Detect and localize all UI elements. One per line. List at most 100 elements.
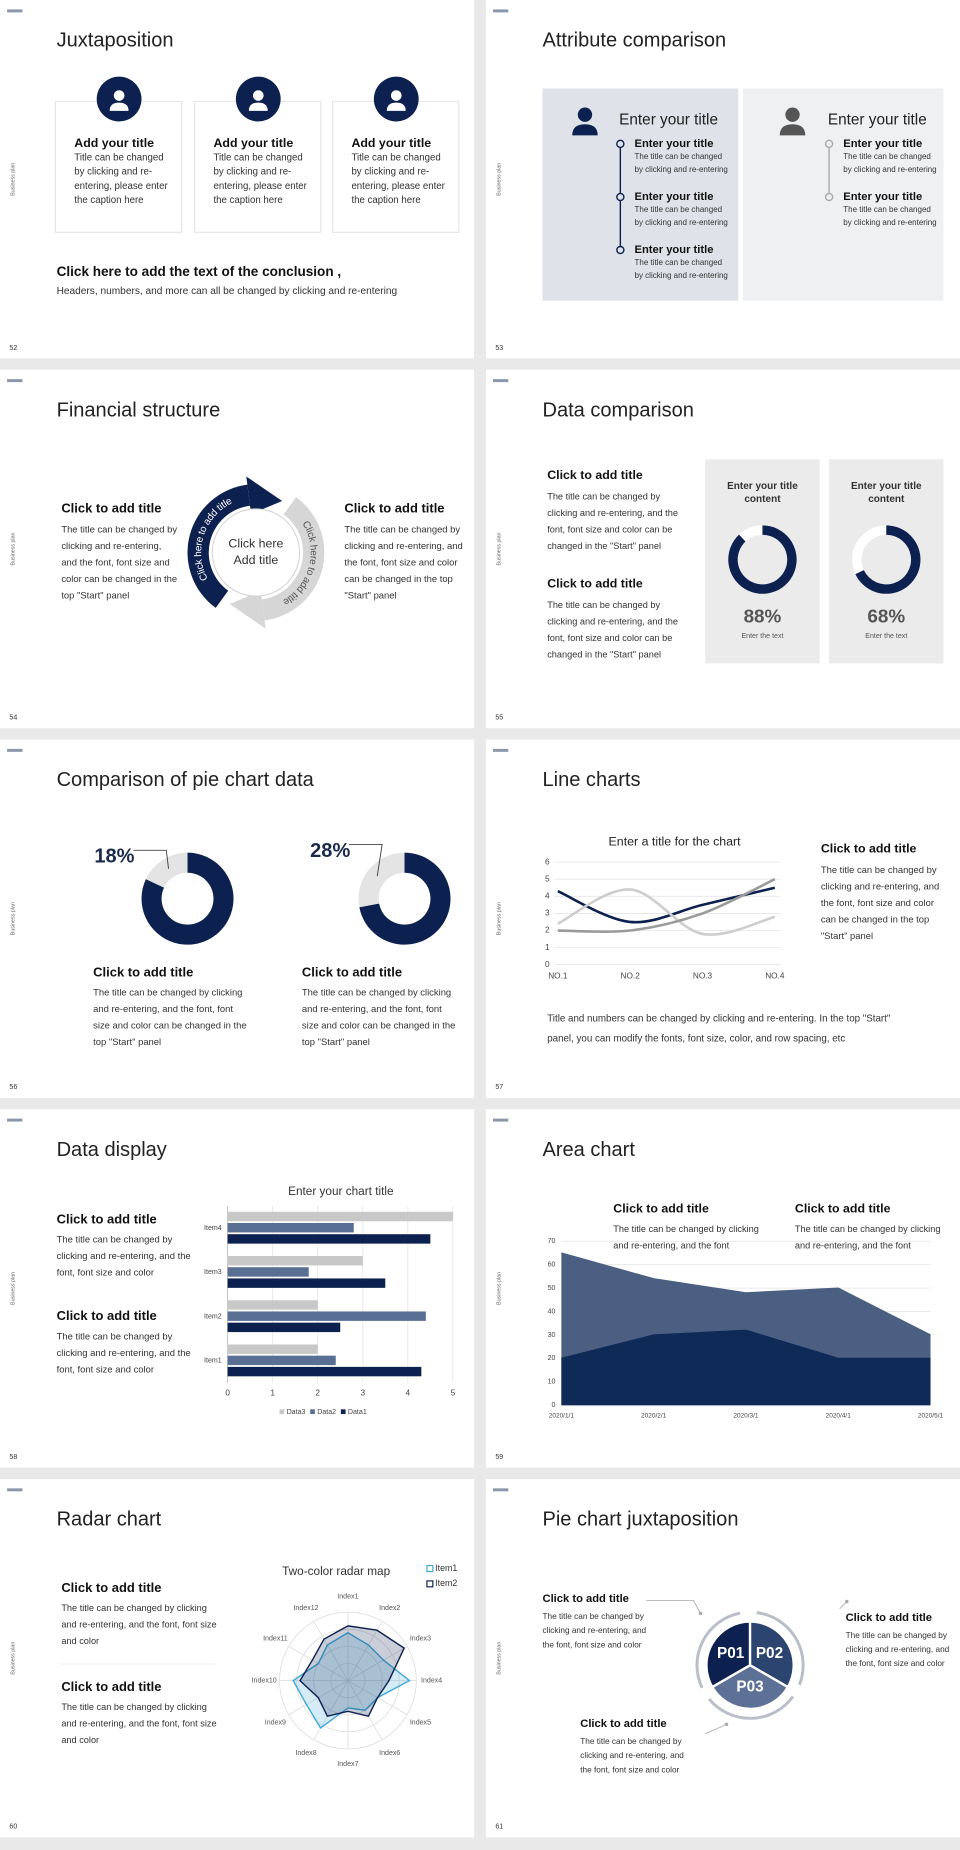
card-title: Add your title	[351, 136, 431, 150]
side-label: Business plan	[496, 1272, 502, 1305]
text-line: The title can be changed	[634, 258, 722, 267]
pie-segment	[710, 1663, 790, 1710]
icon-body	[248, 102, 268, 111]
axis-label: Index7	[337, 1761, 358, 1768]
text-line: Click here	[228, 537, 283, 551]
text-line: Title and numbers can be changed by clic…	[547, 1014, 891, 1025]
text-line: clicking and re-entering,	[61, 540, 161, 551]
text-line: content	[868, 494, 905, 505]
radar-spoke	[313, 1680, 349, 1741]
logo	[492, 9, 509, 13]
y-tick-label: Item2	[204, 1313, 222, 1320]
text-line: entering, please enter	[351, 181, 445, 192]
bar	[227, 1234, 431, 1244]
logo	[492, 748, 509, 752]
timeline-dot	[616, 192, 625, 202]
text-line: and re-entering, and the font, font size	[61, 1620, 216, 1630]
bar	[227, 1278, 386, 1288]
text-line: clicking and re-entering, and the	[57, 1250, 191, 1261]
card-title: Add your title	[213, 136, 293, 150]
text-line: and re-entering, and the font	[795, 1240, 911, 1250]
text-line: The title can be changed by	[57, 1234, 173, 1245]
text-line: clicking and re-entering, and	[543, 1626, 647, 1635]
area-edge	[561, 1329, 931, 1359]
panel	[742, 88, 944, 301]
text-line: entering, please enter	[74, 181, 168, 192]
outer-ring	[695, 1611, 741, 1689]
text-line: the font, font size and color	[344, 557, 457, 568]
icon-head	[785, 107, 800, 122]
logo	[7, 1488, 23, 1492]
text-line: The title can be changed by	[543, 1612, 645, 1621]
slide-number: 57	[495, 1084, 503, 1091]
text-line: changed in the "Start" panel	[547, 541, 661, 551]
y-tick-label: 4	[545, 891, 550, 900]
text-line: can be changed in the top	[821, 913, 929, 924]
x-tick-label: NO.3	[693, 972, 713, 981]
text-line: The title can be changed by	[547, 492, 660, 502]
radar-spoke	[347, 1621, 383, 1681]
bar	[227, 1344, 318, 1354]
block-title: Click to add title	[795, 1202, 891, 1216]
y-tick-label: 0	[545, 960, 550, 969]
block-title: Click to add title	[580, 1718, 666, 1730]
axis-label: Index9	[265, 1719, 286, 1726]
text-line: The title can be changed by clicking	[795, 1224, 941, 1234]
axis-label: Index1	[337, 1594, 358, 1601]
bar	[227, 1322, 341, 1333]
text-line: can be changed in the top	[344, 573, 452, 584]
side-label: Business plan	[496, 902, 502, 935]
text-line: The title can be changed by	[57, 1330, 173, 1341]
y-tick-label: 0	[552, 1402, 556, 1409]
axis-label: Index12	[293, 1605, 318, 1612]
side-label: Business plan	[496, 163, 502, 196]
text-line: by clicking and re-	[351, 167, 429, 178]
x-tick-label: 2020/2/1	[641, 1413, 667, 1420]
block-title: Click to add title	[547, 468, 643, 482]
bar	[227, 1267, 309, 1277]
gauge-panel	[705, 459, 820, 664]
logo	[492, 1488, 509, 1492]
text-line: by clicking and re-entering	[634, 165, 727, 174]
area-edge	[561, 1252, 931, 1336]
x-tick-label: 2	[315, 1389, 320, 1398]
text-line: font, font size and color can be	[547, 633, 672, 643]
logo	[492, 1118, 509, 1122]
text-line: and re-entering, and the font, font	[93, 1003, 233, 1014]
slide-title: Attribute comparison	[543, 30, 727, 52]
slide-title: Juxtaposition	[57, 30, 174, 52]
block-title: Click to add title	[543, 1593, 629, 1605]
side-label: Business plan	[10, 1642, 16, 1675]
cycle-center	[211, 508, 301, 597]
slide-title: Comparison of pie chart data	[57, 769, 315, 791]
text-line: Enter your title	[851, 481, 922, 492]
text-line: Title can be changed	[351, 153, 440, 164]
icon-body	[572, 124, 598, 136]
text-line: clicking and re-entering, and	[846, 1645, 950, 1654]
icon-body	[109, 102, 129, 111]
y-tick-label: 6	[545, 857, 550, 866]
legend-swatch	[279, 1409, 285, 1415]
text-line: clicking and re-entering, and the	[547, 617, 678, 627]
logo	[7, 9, 23, 13]
block-title: Click to add title	[547, 577, 643, 591]
slide-title: Line charts	[543, 769, 641, 791]
icon-body	[779, 124, 806, 136]
logo	[7, 379, 23, 383]
donut-slice	[358, 852, 405, 908]
x-tick-label: 0	[225, 1389, 230, 1398]
line-series	[557, 878, 776, 934]
connector	[646, 1599, 701, 1614]
text-line: the font, font size and color	[580, 1765, 679, 1774]
block-title: Click to add title	[302, 964, 402, 979]
slide: Business plan 59 Area chart Click to add ti…	[485, 1109, 960, 1468]
icon-body	[386, 102, 406, 111]
value-label: 18%	[94, 846, 134, 868]
text-line: the caption here	[351, 195, 420, 206]
text-line: The title can be changed by	[580, 1737, 682, 1746]
slide: Business plan 57 Line charts Enter a title …	[485, 739, 960, 1098]
panel-heading: Enter your title	[619, 111, 718, 128]
timeline-dot	[824, 192, 834, 202]
legend-label: Data2	[317, 1409, 336, 1416]
